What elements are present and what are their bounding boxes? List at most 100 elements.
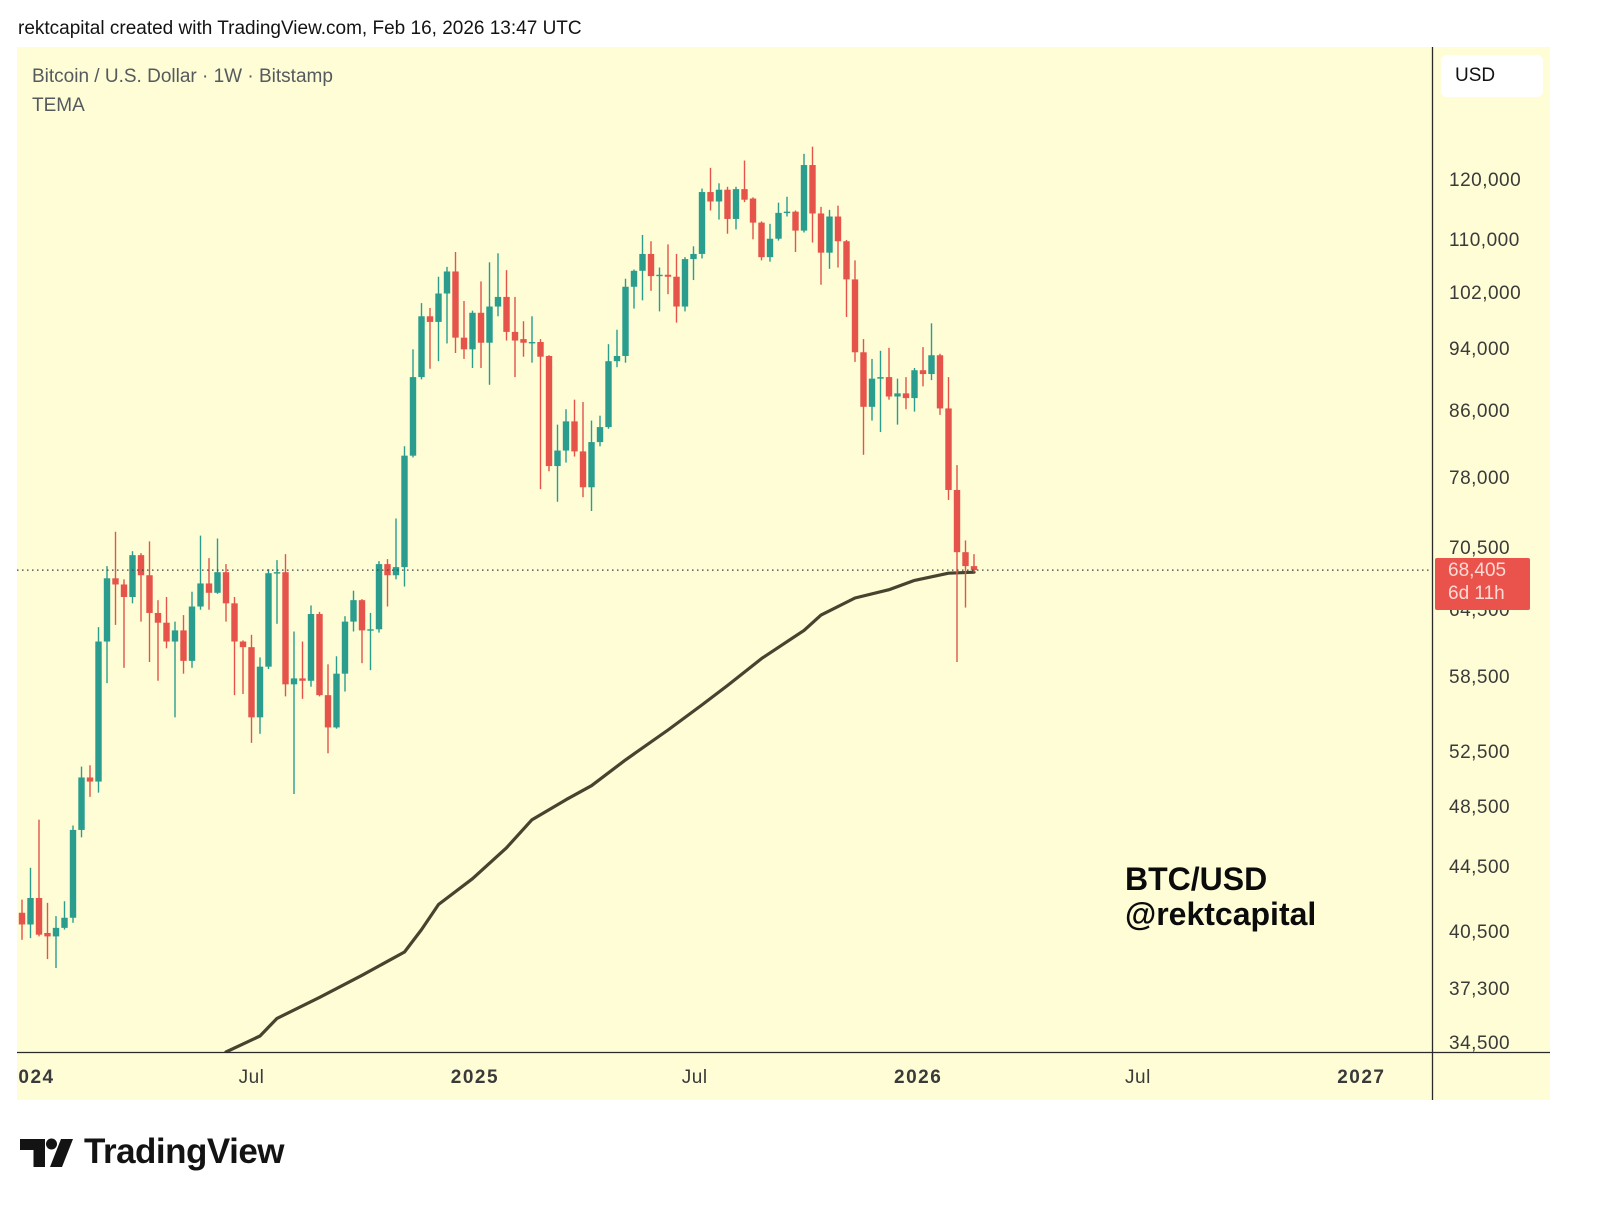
candle-body — [817, 213, 825, 253]
candle-body — [605, 361, 612, 428]
candle-body — [435, 293, 442, 322]
time-tick-label: 2025 — [450, 1067, 500, 1088]
candle — [69, 825, 77, 923]
candle — [112, 531, 119, 625]
candle-body — [486, 306, 493, 343]
candle-body — [528, 342, 536, 344]
candle-body — [749, 198, 757, 223]
watermark-pair: BTC/USD — [1125, 861, 1268, 897]
candle-body — [316, 614, 323, 696]
candle-body — [494, 296, 502, 307]
time-tick-label: 2026 — [894, 1067, 943, 1088]
candle-body — [724, 189, 731, 219]
candle — [494, 253, 502, 317]
candle — [180, 615, 187, 674]
price-tick-label: 120,000 — [1449, 170, 1522, 191]
candle — [902, 377, 910, 410]
candle — [766, 223, 774, 262]
candle — [919, 347, 927, 387]
chart-credit: rektcapital created with TradingView.com… — [18, 18, 582, 39]
tema-line — [224, 570, 976, 1052]
legend-symbol[interactable]: Bitcoin / U.S. Dollar · 1W · Bitstamp — [32, 66, 333, 87]
candle-body — [809, 165, 816, 214]
candle — [333, 656, 340, 729]
candle — [622, 278, 629, 363]
candle-body — [860, 352, 867, 407]
chart-pane[interactable] — [17, 47, 1550, 1100]
candle — [664, 244, 672, 295]
candle — [953, 465, 961, 663]
price-tick-label: 78,000 — [1449, 468, 1511, 490]
candle-body — [715, 189, 723, 202]
candle — [154, 600, 162, 681]
candle — [248, 634, 255, 743]
candle — [537, 339, 544, 490]
candle-body — [290, 678, 298, 685]
candle-body — [554, 450, 561, 467]
candle — [18, 899, 26, 940]
candle-body — [962, 552, 969, 567]
candle-body — [902, 393, 910, 399]
candle — [758, 221, 765, 261]
candle-body — [630, 270, 638, 287]
tema-layer — [224, 570, 976, 1052]
candle-body — [154, 612, 162, 623]
candle-body — [843, 241, 850, 280]
price-tick-label: 102,000 — [1449, 282, 1522, 304]
candle-body — [18, 912, 26, 925]
candle-body — [758, 222, 765, 258]
candle-body — [86, 777, 94, 782]
candle-body — [367, 629, 374, 631]
candle — [826, 209, 833, 269]
candle-body — [868, 378, 876, 407]
candle-body — [826, 216, 833, 253]
candle — [273, 560, 281, 624]
candle-body — [256, 666, 264, 718]
candle-body — [919, 370, 927, 375]
legend-indicator-tema[interactable]: TEMA — [32, 95, 85, 116]
candle — [435, 276, 442, 362]
currency-button[interactable]: USD — [1441, 55, 1543, 97]
candle-body — [545, 355, 553, 467]
candle-body — [129, 555, 136, 597]
candle — [554, 424, 561, 502]
candle-body — [562, 421, 570, 451]
candle-body — [596, 427, 604, 443]
candle — [324, 664, 332, 754]
candle-body — [239, 641, 247, 648]
candle — [962, 540, 969, 608]
candle-body — [732, 189, 740, 219]
candle-body — [69, 829, 77, 918]
candle-body — [775, 212, 782, 239]
candle-body — [588, 442, 595, 488]
candle — [205, 558, 213, 610]
candle — [486, 262, 493, 385]
candle — [911, 367, 918, 412]
candle-body — [52, 927, 60, 937]
candle — [61, 901, 68, 930]
candle — [928, 323, 935, 381]
last-price-label: 68,405 6d 11h — [1435, 558, 1530, 610]
candle — [520, 321, 527, 357]
time-axis[interactable]: 2024 Jul 2025 Jul 2026 Jul 2027 — [17, 1053, 1432, 1099]
candle — [775, 202, 782, 241]
candle — [282, 554, 289, 697]
candle-body — [222, 572, 230, 604]
candle — [375, 561, 383, 633]
candle — [690, 246, 697, 281]
candle — [741, 160, 748, 203]
candle — [809, 146, 816, 243]
candle-body — [44, 932, 51, 937]
candle — [715, 183, 723, 220]
time-tick-label: 2027 — [1337, 1067, 1386, 1088]
candle-body — [664, 274, 672, 277]
time-tick-label: Jul — [238, 1067, 265, 1088]
candle-body — [214, 572, 221, 593]
candle — [792, 210, 799, 253]
candle — [299, 641, 306, 699]
candle-body — [698, 192, 706, 254]
candle — [222, 564, 230, 622]
candle — [885, 347, 893, 400]
candle-body — [851, 279, 859, 353]
